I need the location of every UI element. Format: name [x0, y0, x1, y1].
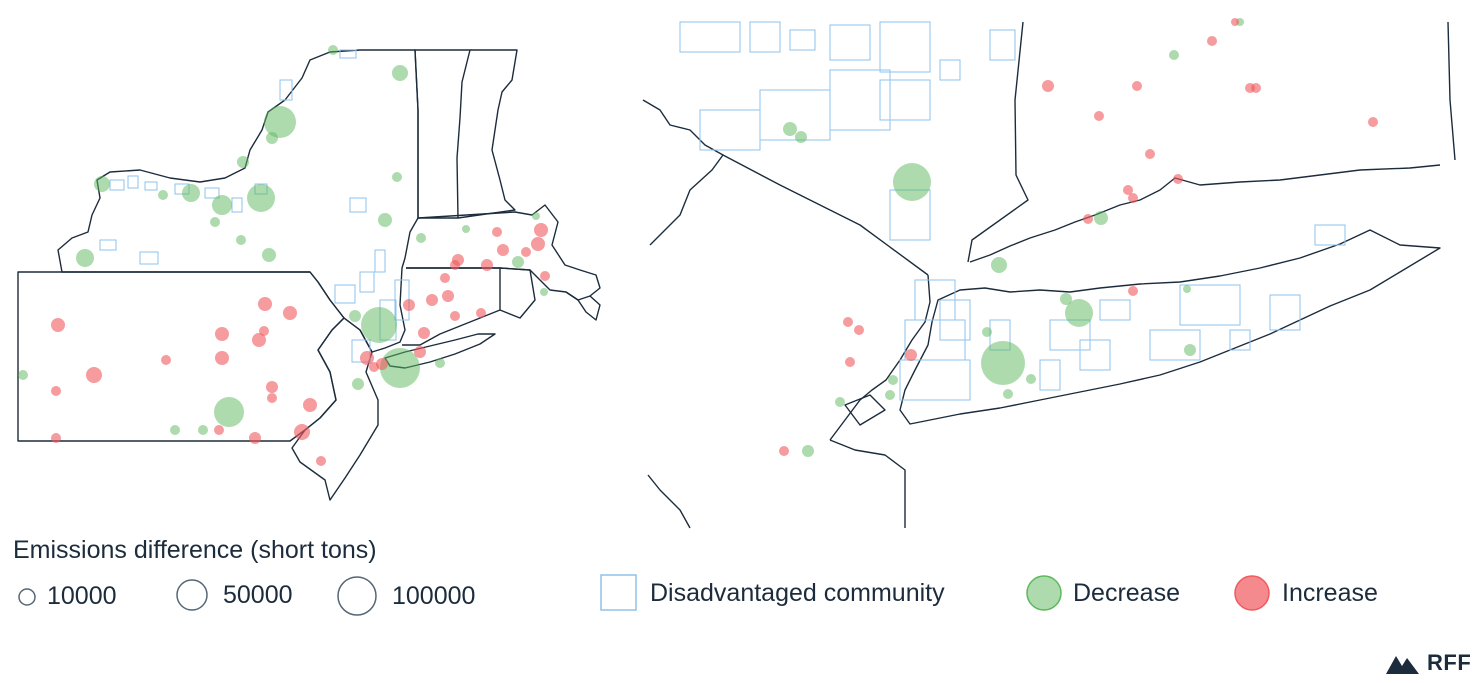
legend-dac: Disadvantaged community [600, 574, 945, 612]
new-hampshire-boundary [457, 49, 518, 219]
size-circle-large-icon [337, 576, 377, 616]
legend-decrease: Decrease [1025, 574, 1180, 612]
size-circle-medium-icon [176, 579, 208, 611]
pennsylvania-boundary [17, 271, 345, 442]
northeast-decrease-points [18, 45, 548, 435]
delaware-river [642, 99, 724, 246]
connecticut-coastline [969, 164, 1441, 263]
nyc-increase-points [779, 18, 1378, 456]
legend-size-medium: 50000 [175, 578, 293, 612]
rff-logo-text: RFF [1427, 650, 1472, 675]
staten-island [844, 394, 886, 426]
legend-size-large: 100000 [336, 575, 475, 617]
legend-size-small-label: 10000 [47, 582, 117, 610]
ny-state-line [967, 21, 1029, 263]
increase-circle-icon [1234, 575, 1270, 611]
legend-decrease-label: Decrease [1073, 578, 1180, 607]
legend-size-large-label: 100000 [392, 581, 476, 610]
legend-size-medium-label: 50000 [223, 580, 293, 609]
rhode-island-boundary [499, 267, 536, 319]
decrease-circle-icon [1026, 575, 1062, 611]
legend-increase-label: Increase [1282, 578, 1378, 607]
long-island-outline [899, 229, 1441, 425]
map-panels [17, 18, 1456, 529]
massachusetts-boundary [406, 204, 601, 301]
dac-square-icon [600, 574, 637, 611]
nyc-dac-areas [679, 21, 1346, 401]
raritan-bay [829, 439, 906, 528]
rff-mountain-icon [1386, 656, 1419, 674]
nyc-decrease-points [783, 18, 1244, 457]
vermont-boundary [414, 49, 471, 219]
ny-nj-border [722, 154, 929, 276]
ct-ma-line [1447, 21, 1456, 161]
new-york-boundary [57, 49, 419, 353]
legend-increase: Increase [1233, 574, 1378, 612]
northeast-increase-points [51, 223, 550, 466]
legend-size-small: 10000 [16, 582, 117, 611]
size-circle-small-icon [18, 587, 36, 606]
rff-logo: RFF [1386, 650, 1471, 676]
legend-title: Emissions difference (short tons) [13, 536, 377, 564]
nj-shoreline [829, 274, 931, 441]
south-nj-coast [647, 474, 691, 529]
cape-cod [565, 291, 601, 321]
new-jersey-boundary [291, 317, 379, 501]
legend-dac-label: Disadvantaged community [650, 578, 945, 607]
nyc-zoom-map [642, 21, 1456, 529]
